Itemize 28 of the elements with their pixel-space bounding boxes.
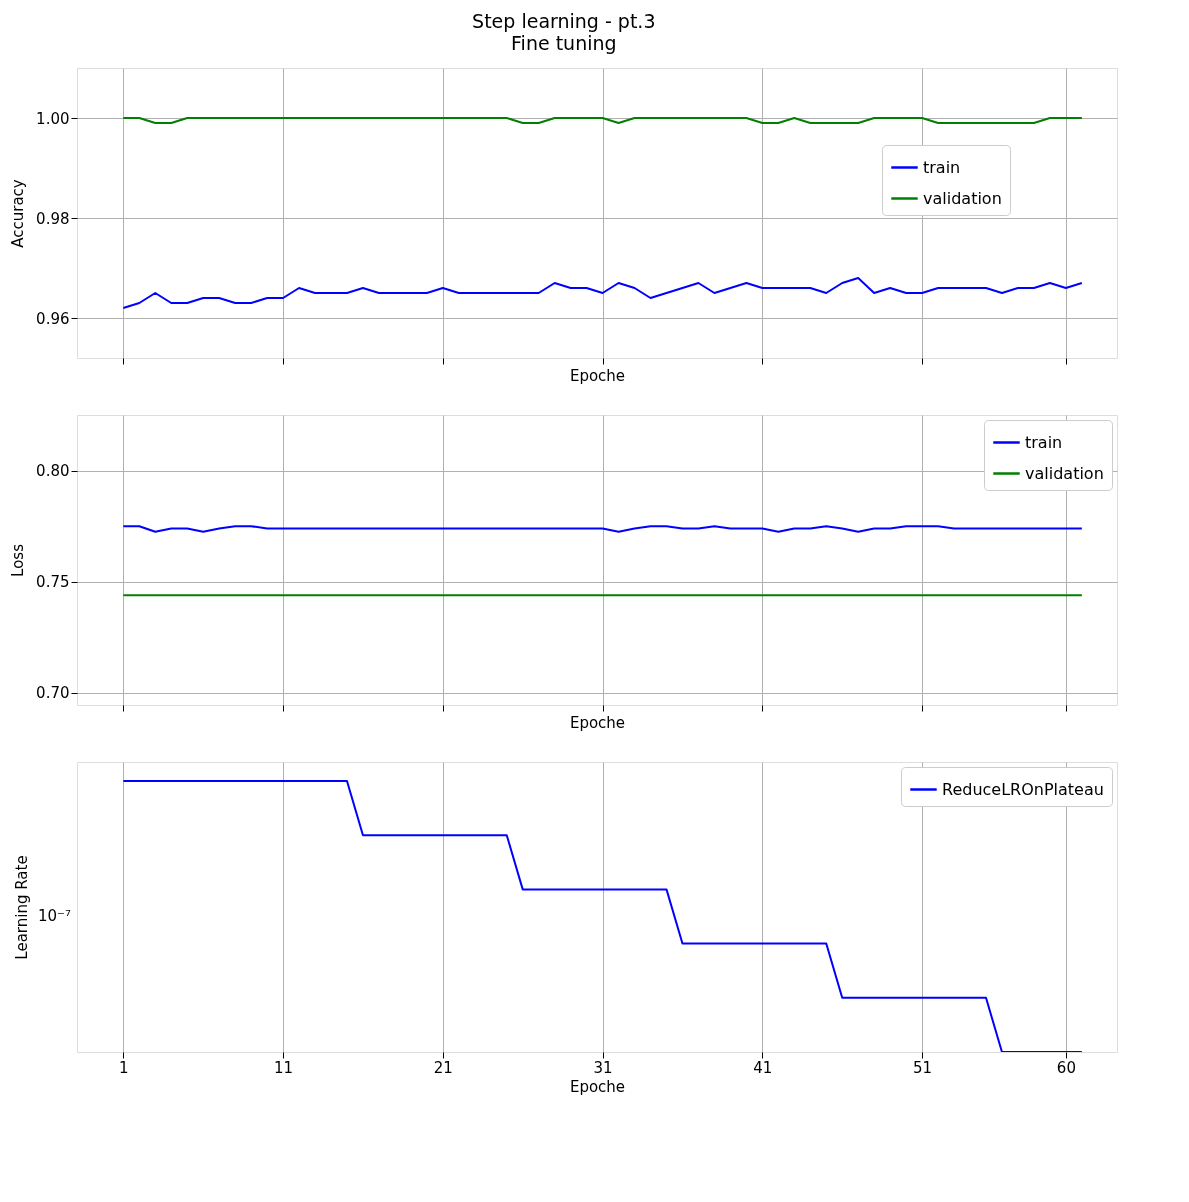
legend-label: validation: [923, 188, 1002, 208]
x-tick-label: 21: [433, 1058, 453, 1077]
x-tick-label: 31: [593, 1058, 613, 1077]
legend-label: validation: [1025, 463, 1104, 483]
y-axis-title: Loss: [9, 543, 28, 577]
x-axis-title: Epoche: [569, 1077, 626, 1096]
y-axis-title: Accuracy: [9, 179, 28, 248]
chart-subtitle: Fine tuning: [511, 31, 617, 54]
y-tick-label: 0.70: [36, 684, 70, 703]
x-tick-label: 41: [753, 1058, 773, 1077]
x-tick-label: 60: [1056, 1058, 1076, 1077]
legend-label: train: [923, 157, 961, 177]
x-axis-title: Epoche: [569, 367, 626, 385]
y-tick-label: 0.96: [36, 309, 70, 328]
y-tick-label: 0.98: [36, 209, 70, 228]
x-tick-label: 11: [274, 1058, 294, 1077]
x-tick-label: 1: [119, 1058, 129, 1077]
y-tick-label: 0.80: [36, 462, 70, 481]
y-tick-label: 0.75: [36, 573, 70, 592]
y-axis-title: Learning Rate: [12, 855, 31, 960]
line-series: [122, 277, 1083, 309]
chart-title: Step learning - pt.3: [472, 9, 656, 32]
y-tick-label: 1.00: [36, 109, 70, 128]
text: 10⁻⁷: [37, 906, 71, 925]
legend-label: ReduceLROnPlateau: [942, 779, 1104, 799]
legend-label: train: [1025, 432, 1063, 452]
x-axis-title: Epoche: [569, 714, 626, 732]
x-tick-label: 51: [913, 1058, 933, 1077]
